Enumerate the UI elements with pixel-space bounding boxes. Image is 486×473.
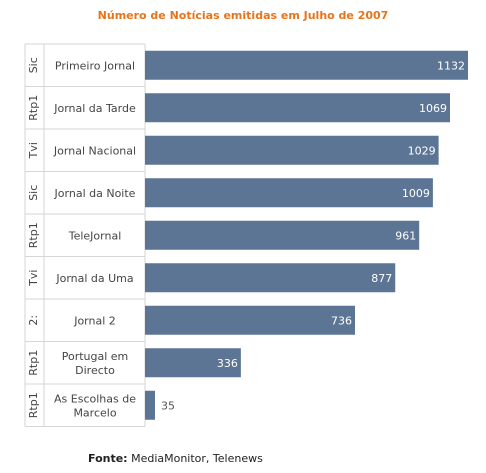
value-label: 961: [395, 229, 416, 242]
category-label-line: Jornal 2: [73, 314, 116, 327]
category-label: Portugal em Directo: [62, 350, 129, 377]
value-label: 1069: [419, 102, 447, 115]
bar: [145, 135, 439, 165]
bar: [145, 263, 396, 293]
category-labels: Primeiro Jornal Jornal da Tarde Jornal Nac…: [53, 59, 136, 419]
bar: [145, 220, 420, 250]
category-label-line: Primeiro Jornal: [55, 59, 135, 72]
category-label: Jornal da Noite: [54, 187, 136, 200]
value-label: 1009: [402, 187, 430, 200]
bar: [145, 305, 356, 335]
value-label: 35: [161, 399, 175, 412]
chart-title: Número de Notícias emitidas em Julho de …: [97, 9, 389, 22]
category-label-line: Jornal da Uma: [55, 272, 133, 285]
category-label: Jornal da Tarde: [53, 102, 136, 115]
source-text: MediaMonitor, Telenews: [131, 452, 263, 465]
channel-label: Sic: [27, 57, 40, 73]
bar: [145, 50, 468, 80]
channel-label: 2:: [27, 315, 40, 326]
channel-label: Rtp1: [27, 350, 40, 376]
category-label: Jornal da Uma: [55, 272, 133, 285]
value-label: 336: [217, 357, 238, 370]
category-label-line: As Escolhas de: [54, 392, 136, 405]
value-labels: 1132 1069 1029 1009 961 877 736 336 35: [161, 59, 465, 412]
channel-label: Sic: [27, 185, 40, 201]
category-label: Jornal Nacional: [53, 144, 136, 157]
category-label-line: Portugal em: [62, 350, 129, 363]
value-label: 1029: [408, 144, 436, 157]
category-label-line: Jornal Nacional: [53, 144, 136, 157]
channel-label: Rtp1: [27, 95, 40, 121]
bar: [145, 178, 433, 208]
category-label: Primeiro Jornal: [55, 59, 135, 72]
channel-label: Rtp1: [27, 392, 40, 418]
source-note: Fonte: MediaMonitor, Telenews: [88, 452, 263, 465]
value-label: 1132: [437, 59, 465, 72]
category-label: Jornal 2: [73, 314, 116, 327]
bars: [145, 50, 468, 420]
channel-labels: Sic Rtp1 Tvi Sic Rtp1 Tvi 2: Rtp1 Rtp1: [27, 57, 40, 418]
category-label: As Escolhas de Marcelo: [54, 392, 136, 419]
bar: [145, 93, 451, 123]
channel-label: Rtp1: [27, 222, 40, 248]
value-label: 877: [371, 272, 392, 285]
bar: [145, 348, 241, 378]
category-label-line: Marcelo: [73, 406, 116, 419]
category-label-line: Jornal da Noite: [54, 187, 136, 200]
category-label-line: TeleJornal: [68, 229, 122, 242]
channel-label: Tvi: [27, 270, 40, 287]
source-label: Fonte:: [88, 452, 128, 465]
category-label: TeleJornal: [68, 229, 122, 242]
value-label: 736: [331, 314, 352, 327]
category-label-line: Jornal da Tarde: [53, 102, 136, 115]
bar: [145, 390, 155, 420]
channel-label: Tvi: [27, 142, 40, 159]
category-label-line: Directo: [75, 364, 115, 377]
